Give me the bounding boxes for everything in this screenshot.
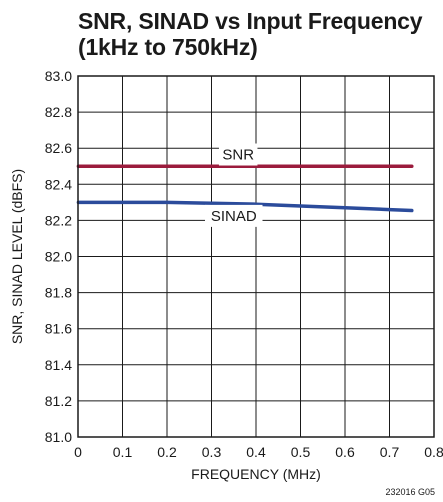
grid <box>78 76 434 437</box>
x-tick-label: 0.5 <box>291 444 311 460</box>
chart-title: SNR, SINAD vs Input Frequency (1kHz to 7… <box>78 8 423 60</box>
x-axis-label: FREQUENCY (MHz) <box>191 466 321 482</box>
annotation-bg <box>218 143 258 166</box>
x-tick-label: 0.2 <box>157 444 177 460</box>
x-tick-label: 0.4 <box>246 444 266 460</box>
x-tick-label: 0 <box>74 444 82 460</box>
y-tick-labels: 81.0 81.2 81.4 81.6 81.8 82.0 82.2 82.4 82.6 82.8… <box>45 68 72 445</box>
y-tick-label: 81.2 <box>45 393 72 409</box>
y-tick-label: 81.6 <box>45 321 72 337</box>
y-tick-label: 82.6 <box>45 140 72 156</box>
annotation-bg <box>205 204 263 227</box>
y-tick-label: 82.0 <box>45 249 72 265</box>
figure-id: 232016 G05 <box>385 487 435 497</box>
annotation-sinad: SINAD <box>211 208 257 225</box>
x-tick-label: 0.6 <box>335 444 355 460</box>
y-tick-label: 81.8 <box>45 285 72 301</box>
series-lines <box>76 164 414 213</box>
x-tick-labels: 0 0.1 0.2 0.3 0.4 0.5 0.6 0.7 0.8 <box>74 444 443 460</box>
y-tick-label: 82.8 <box>45 104 72 120</box>
x-tick-label: 0.8 <box>424 444 443 460</box>
y-tick-label: 82.4 <box>45 176 72 192</box>
x-tick-label: 0.7 <box>380 444 400 460</box>
x-tick-label: 0.1 <box>113 444 133 460</box>
chart-title-line2: (1kHz to 750kHz) <box>78 34 258 60</box>
y-tick-label: 81.0 <box>45 429 72 445</box>
y-tick-label: 82.2 <box>45 212 72 228</box>
y-tick-label: 81.4 <box>45 357 72 373</box>
x-tick-label: 0.3 <box>202 444 222 460</box>
plot-frame <box>77 75 435 438</box>
series-line-sinad <box>76 200 414 213</box>
annotation-snr: SNR <box>222 147 254 164</box>
chart-title-line1: SNR, SINAD vs Input Frequency <box>78 8 423 34</box>
annotations: SNR SINAD <box>205 143 263 227</box>
y-tick-label: 83.0 <box>45 68 72 84</box>
y-axis-label: SNR, SINAD LEVEL (dBFS) <box>9 169 25 344</box>
